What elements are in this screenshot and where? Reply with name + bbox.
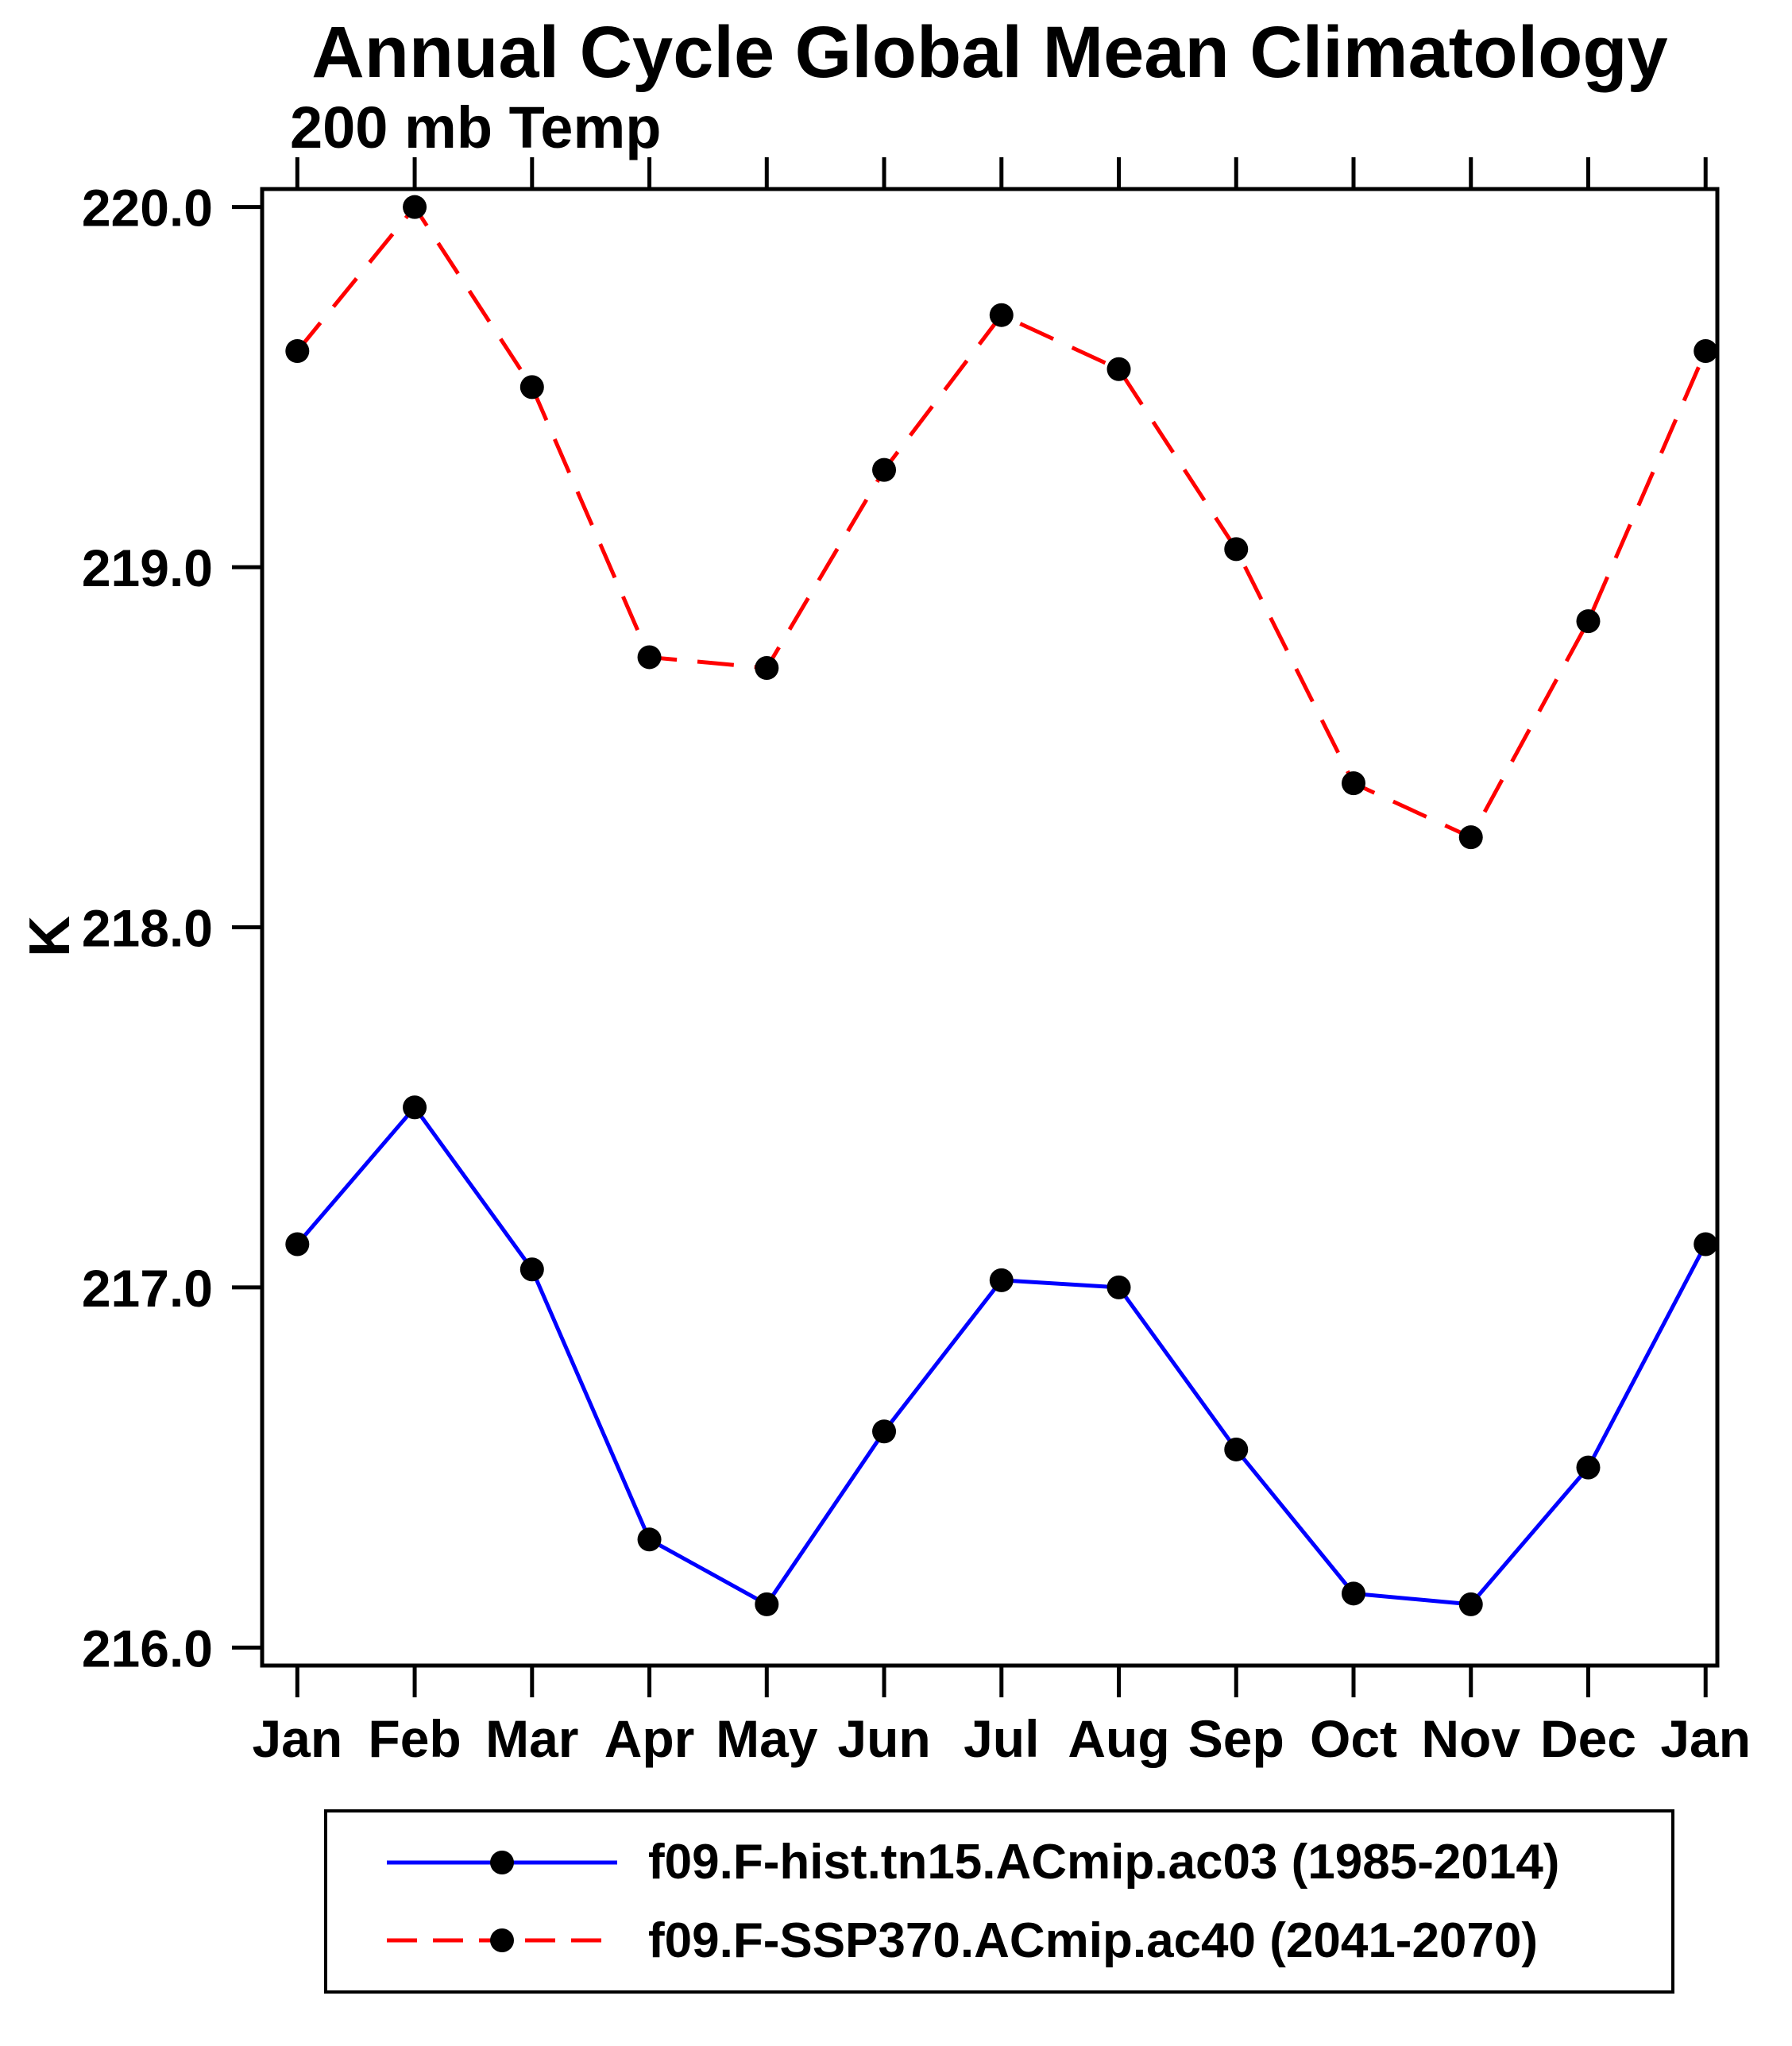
x-tick-label: Sep <box>1188 1709 1284 1768</box>
y-tick-label: 217.0 <box>82 1259 213 1318</box>
y-tick-label: 220.0 <box>82 179 213 237</box>
legend-line-sample-ssp <box>387 1928 617 1953</box>
data-point <box>519 1257 544 1282</box>
legend-label-ssp: f09.F-SSP370.ACmip.ac40 (2041-2070) <box>648 1913 1539 1968</box>
y-tick-label: 219.0 <box>82 539 213 597</box>
data-point <box>989 1268 1014 1292</box>
plot-frame <box>260 187 1720 1668</box>
data-point <box>755 1592 779 1616</box>
legend-marker-hist <box>490 1850 514 1874</box>
x-tick-label: Aug <box>1068 1709 1169 1768</box>
chart-title: Annual Cycle Global Mean Climatology <box>311 12 1668 93</box>
legend: f09.F-hist.tn15.ACmip.ac03 (1985-2014) f… <box>324 1809 1674 1994</box>
y-tick-label: 216.0 <box>82 1619 213 1677</box>
data-point <box>637 1527 662 1552</box>
x-tick-label: Jan <box>1660 1709 1751 1768</box>
x-tick-label: Mar <box>485 1709 578 1768</box>
data-point <box>1106 357 1131 381</box>
series-line-1 <box>295 203 1708 840</box>
legend-item-ssp: f09.F-SSP370.ACmip.ac40 (2041-2070) <box>383 1913 1671 1969</box>
x-tick-label: Jul <box>964 1709 1039 1768</box>
data-point <box>1224 1437 1249 1461</box>
x-tick-label: Apr <box>604 1709 695 1768</box>
legend-item-hist: f09.F-hist.tn15.ACmip.ac03 (1985-2014) <box>383 1834 1671 1890</box>
data-point <box>1342 1581 1365 1606</box>
x-tick-label: Oct <box>1310 1709 1397 1768</box>
data-point <box>1224 537 1249 562</box>
chart-subtitle: 200 mb Temp <box>290 95 662 160</box>
x-tick-label: May <box>716 1709 818 1768</box>
data-point <box>1694 1232 1718 1257</box>
data-point <box>1342 771 1365 796</box>
data-point <box>872 1419 897 1444</box>
data-point <box>285 1232 310 1257</box>
data-point <box>872 457 897 482</box>
legend-label-hist: f09.F-hist.tn15.ACmip.ac03 (1985-2014) <box>648 1835 1560 1890</box>
data-point <box>403 1095 427 1120</box>
data-point <box>1458 1592 1483 1616</box>
data-point <box>519 375 544 400</box>
data-point <box>1458 825 1483 850</box>
x-tick-label: Feb <box>368 1709 461 1768</box>
data-point <box>1576 1455 1601 1480</box>
legend-marker-ssp <box>490 1928 514 1953</box>
data-point <box>1694 339 1718 364</box>
data-point <box>285 339 310 364</box>
data-point <box>1106 1275 1131 1299</box>
x-tick-label: Jun <box>837 1709 930 1768</box>
legend-line-sample-hist <box>387 1850 617 1874</box>
x-tick-label: Nov <box>1421 1709 1520 1768</box>
data-point <box>403 195 427 219</box>
y-tick-label: 218.0 <box>82 899 213 958</box>
data-point <box>755 656 779 681</box>
series-line-0 <box>295 1104 1708 1608</box>
x-tick-label: Jan <box>252 1709 342 1768</box>
data-point <box>989 303 1014 327</box>
data-point <box>1576 609 1601 634</box>
x-tick-label: Dec <box>1540 1709 1636 1768</box>
data-point <box>637 645 662 670</box>
